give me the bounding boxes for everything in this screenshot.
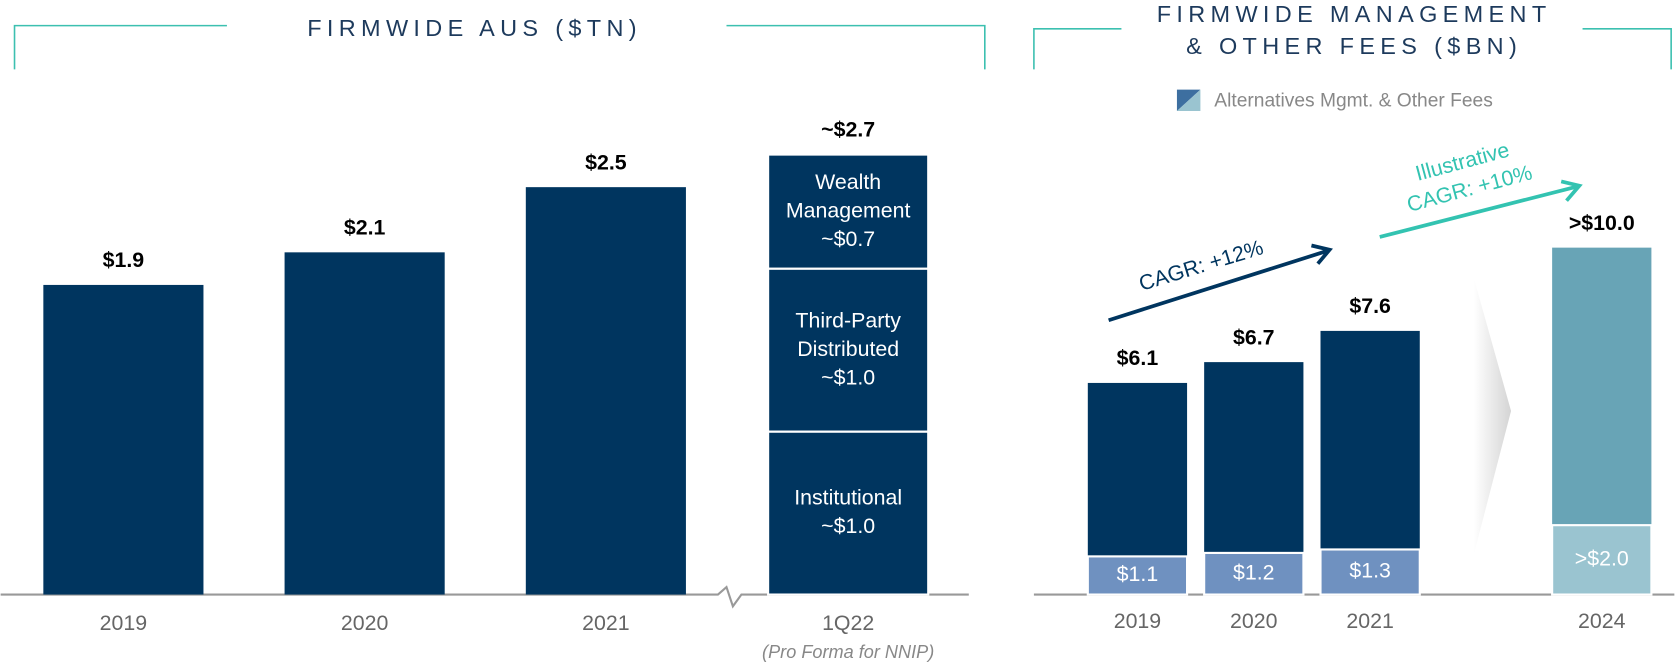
segment-value-label: $1.1 bbox=[1117, 562, 1159, 586]
value-label: $6.1 bbox=[1117, 346, 1159, 370]
bar-segment bbox=[1203, 551, 1305, 596]
bar-segment bbox=[767, 153, 930, 270]
chart-title: FIRMWIDE MANAGEMENT & OTHER FEES ($BN) bbox=[1157, 1, 1552, 59]
title-bracket bbox=[1033, 28, 1672, 70]
segment-value-label: $1.2 bbox=[1233, 560, 1275, 584]
bar-segment bbox=[1551, 524, 1653, 596]
x-tick-label: 2020 bbox=[341, 611, 389, 635]
segment-value-label: >$2.0 bbox=[1575, 547, 1629, 571]
segment-value-label: ~$1.0 bbox=[821, 514, 875, 538]
x-tick-label: 2024 bbox=[1578, 609, 1626, 633]
segment-name: Third-Party Distributed bbox=[795, 308, 901, 361]
value-label: $1.9 bbox=[103, 248, 145, 272]
bar-segment bbox=[767, 267, 930, 433]
legend-label: Alternatives Mgmt. & Other Fees bbox=[1214, 90, 1493, 111]
value-label: >$10.0 bbox=[1569, 211, 1635, 235]
value-label: $7.6 bbox=[1349, 294, 1391, 318]
chevron bbox=[1473, 277, 1512, 556]
bar bbox=[284, 252, 445, 595]
bar-segment bbox=[767, 430, 930, 596]
cagr-arrow bbox=[1379, 179, 1583, 239]
segment-name: Institutional bbox=[794, 485, 902, 509]
cagr-arrow bbox=[1108, 243, 1333, 323]
x-tick-label: 2020 bbox=[1230, 609, 1278, 633]
x-tick-label: 1Q22 bbox=[822, 611, 874, 635]
bar bbox=[43, 284, 204, 595]
bar-segment bbox=[1319, 548, 1421, 596]
value-label: $2.5 bbox=[585, 150, 627, 174]
x-tick-label: 2019 bbox=[100, 611, 147, 635]
value-label: $6.7 bbox=[1233, 325, 1275, 349]
value-label: ~$2.7 bbox=[821, 118, 875, 142]
bar bbox=[525, 187, 686, 595]
x-note: (Pro Forma for NNIP) bbox=[762, 642, 934, 662]
segment-name: Wealth Management bbox=[786, 169, 911, 222]
x-tick-label: 2021 bbox=[1346, 609, 1393, 633]
x-tick-label: 2019 bbox=[1114, 609, 1161, 633]
annotation: CAGR: +12% bbox=[1136, 235, 1266, 296]
legend-swatch bbox=[1176, 89, 1201, 112]
segment-value-label: $1.3 bbox=[1349, 559, 1391, 583]
segment-value-label: ~$1.0 bbox=[821, 366, 875, 390]
title-bracket bbox=[13, 24, 986, 70]
x-tick-label: 2021 bbox=[582, 611, 629, 635]
bar-segment bbox=[1086, 555, 1189, 596]
chart-title: FIRMWIDE AUS ($TN) bbox=[307, 15, 642, 41]
value-label: $2.1 bbox=[344, 215, 386, 239]
segment-value-label: ~$0.7 bbox=[821, 227, 875, 251]
